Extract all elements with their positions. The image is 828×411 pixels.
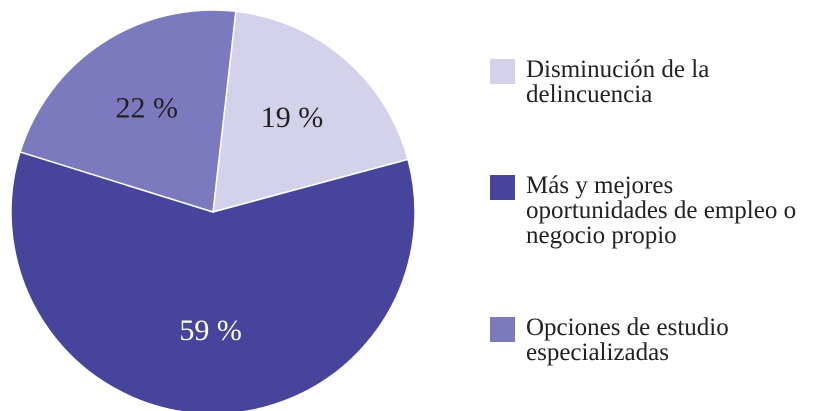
data-label: 59 % [179,314,242,347]
legend-label: Disminución de la delincuencia [526,56,710,108]
pie-slice [212,10,409,214]
data-label: 22 % [116,91,179,124]
legend-label: Opciones de estudio especializadas [526,314,729,366]
legend-item: Disminución de la delincuencia [490,57,820,107]
legend-item: Más y mejores oportunidades de empleo o … [490,173,820,248]
pie-slice [10,150,416,411]
legend-swatch [490,317,515,342]
pie-slice [19,9,237,213]
legend-item: Opciones de estudio especializadas [490,315,820,365]
legend-swatch [490,59,515,84]
legend-label: Más y mejores oportunidades de empleo o … [526,172,797,249]
data-label: 19 % [261,101,324,134]
legend-swatch [490,175,515,200]
